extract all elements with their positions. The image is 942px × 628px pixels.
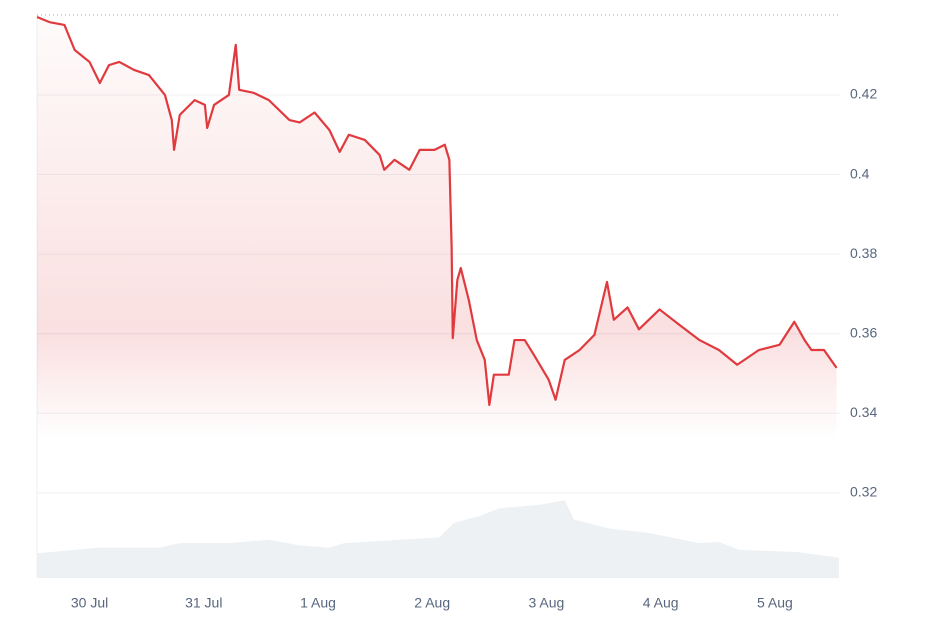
price-area xyxy=(37,16,837,579)
y-tick-label: 0.32 xyxy=(850,484,877,500)
y-tick-label: 0.38 xyxy=(850,245,877,261)
x-tick-label: 3 Aug xyxy=(529,595,565,611)
x-tick-label: 4 Aug xyxy=(643,595,679,611)
x-tick-label: 2 Aug xyxy=(414,595,450,611)
y-tick-label: 0.4 xyxy=(850,165,870,181)
x-tick-label: 31 Jul xyxy=(185,595,222,611)
y-tick-label: 0.34 xyxy=(850,404,877,420)
y-tick-label: 0.36 xyxy=(850,324,877,340)
x-tick-label: 1 Aug xyxy=(300,595,336,611)
price-line xyxy=(36,15,838,407)
y-tick-label: 0.42 xyxy=(850,86,877,102)
x-tick-label: 30 Jul xyxy=(71,595,108,611)
x-tick-label: 5 Aug xyxy=(757,595,793,611)
